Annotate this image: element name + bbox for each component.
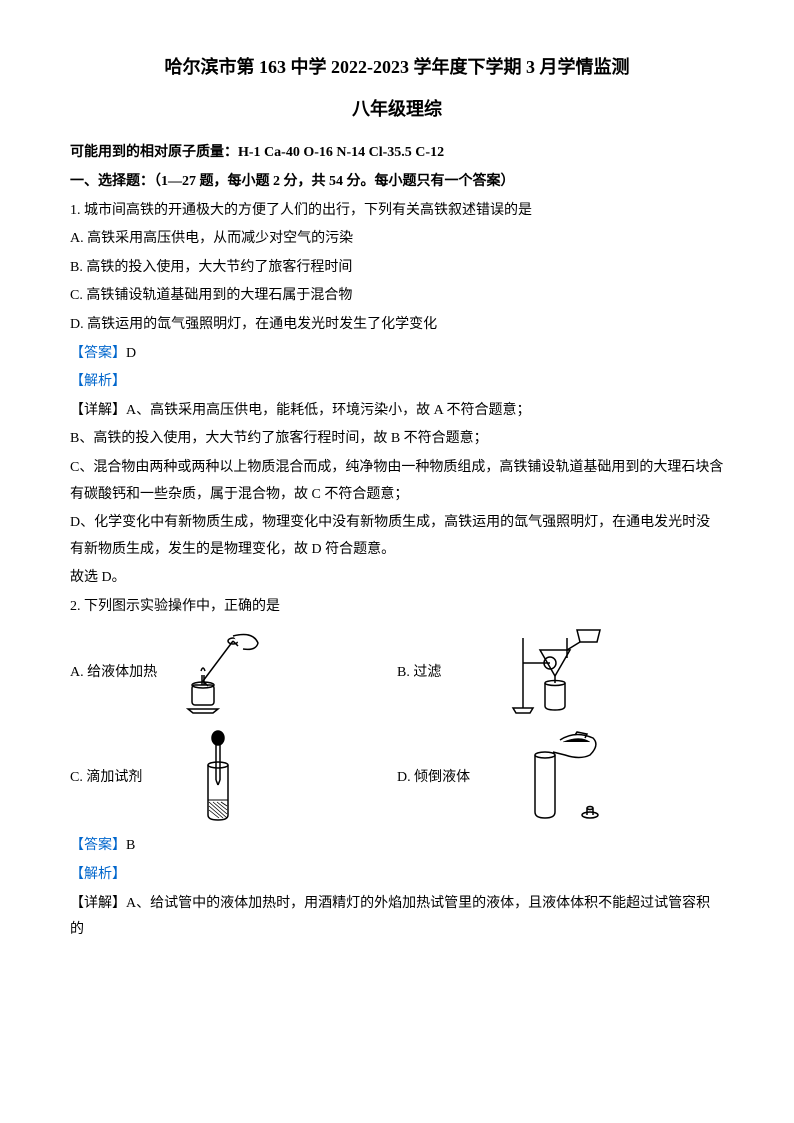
q2-b-label: B. 过滤 — [397, 660, 497, 687]
page-subtitle: 八年级理综 — [70, 92, 724, 126]
section-heading: 一、选择题：（1—27 题，每小题 2 分，共 54 分。每小题只有一个答案） — [70, 169, 724, 196]
q2-answer-line: 【答案】B — [70, 833, 724, 860]
filtration-icon — [505, 628, 615, 718]
analysis-label: 【解析】 — [70, 867, 126, 882]
q2-option-a: A. 给液体加热 — [70, 628, 397, 718]
q2-option-d: D. 倾倒液体 — [397, 730, 724, 825]
q2-options-row1: A. 给液体加热 B. 过滤 — [70, 622, 724, 724]
dropper-icon — [178, 730, 258, 825]
q1-detail-4: 故选 D。 — [70, 565, 724, 592]
q1-detail-1: B、高铁的投入使用，大大节约了旅客行程时间，故 B 不符合题意； — [70, 426, 724, 453]
q2-a-label: A. 给液体加热 — [70, 660, 170, 687]
q1-option-a: A. 高铁采用高压供电，从而减少对空气的污染 — [70, 226, 724, 253]
q1-answer-line: 【答案】D — [70, 341, 724, 368]
q2-analysis-line: 【解析】 — [70, 862, 724, 889]
q1-detail-3: D、化学变化中有新物质生成，物理变化中没有新物质生成，高铁运用的氙气强照明灯，在… — [70, 510, 724, 563]
q1-stem: 1. 城市间高铁的开通极大的方便了人们的出行，下列有关高铁叙述错误的是 — [70, 198, 724, 225]
q2-answer: B — [126, 838, 135, 853]
page-title: 哈尔滨市第 163 中学 2022-2023 学年度下学期 3 月学情监测 — [70, 50, 724, 84]
q2-options-row2: C. 滴加试剂 D. 倾倒液体 — [70, 724, 724, 831]
q1-option-b: B. 高铁的投入使用，大大节约了旅客行程时间 — [70, 255, 724, 282]
q1-detail-2: C、混合物由两种或两种以上物质混合而成，纯净物由一种物质组成，高铁铺设轨道基础用… — [70, 455, 724, 508]
q1-analysis-line: 【解析】 — [70, 369, 724, 396]
q2-c-label: C. 滴加试剂 — [70, 765, 170, 792]
atomic-mass-line: 可能用到的相对原子质量：H-1 Ca-40 O-16 N-14 Cl-35.5 … — [70, 140, 724, 167]
analysis-label: 【解析】 — [70, 374, 126, 389]
q1-option-c: C. 高铁铺设轨道基础用到的大理石属于混合物 — [70, 283, 724, 310]
q1-option-d: D. 高铁运用的氙气强照明灯，在通电发光时发生了化学变化 — [70, 312, 724, 339]
q1-detail-0: 【详解】A、高铁采用高压供电，能耗低，环境污染小，故 A 不符合题意； — [70, 398, 724, 425]
answer-label: 【答案】 — [70, 838, 126, 853]
pouring-liquid-icon — [505, 730, 615, 825]
q2-option-b: B. 过滤 — [397, 628, 724, 718]
q2-option-c: C. 滴加试剂 — [70, 730, 397, 825]
answer-label: 【答案】 — [70, 346, 126, 361]
q2-detail-0: 【详解】A、给试管中的液体加热时，用酒精灯的外焰加热试管里的液体，且液体体积不能… — [70, 891, 724, 944]
q1-answer: D — [126, 346, 136, 361]
q2-stem: 2. 下列图示实验操作中，正确的是 — [70, 594, 724, 621]
heating-liquid-icon — [178, 631, 268, 716]
q2-d-label: D. 倾倒液体 — [397, 765, 497, 792]
